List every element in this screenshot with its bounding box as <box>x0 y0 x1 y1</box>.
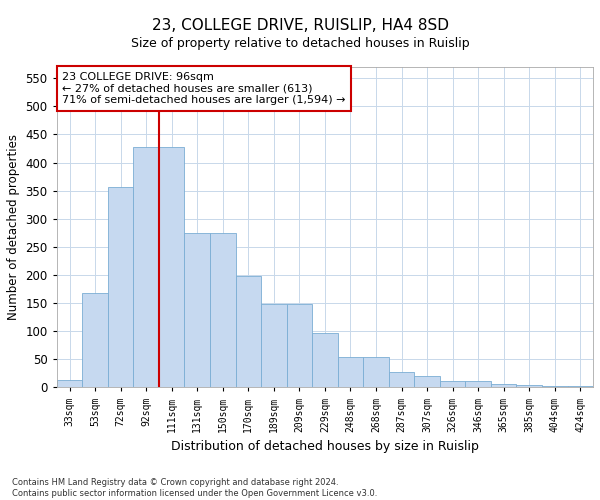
Bar <box>363 356 389 388</box>
Bar <box>440 380 466 388</box>
Bar <box>159 147 184 388</box>
Text: 23 COLLEGE DRIVE: 96sqm
← 27% of detached houses are smaller (613)
71% of semi-d: 23 COLLEGE DRIVE: 96sqm ← 27% of detache… <box>62 72 346 105</box>
Bar <box>108 186 133 388</box>
Bar <box>466 380 491 388</box>
X-axis label: Distribution of detached houses by size in Ruislip: Distribution of detached houses by size … <box>171 440 479 453</box>
Bar <box>491 384 517 388</box>
Bar <box>184 233 210 388</box>
Text: 23, COLLEGE DRIVE, RUISLIP, HA4 8SD: 23, COLLEGE DRIVE, RUISLIP, HA4 8SD <box>151 18 449 32</box>
Text: Size of property relative to detached houses in Ruislip: Size of property relative to detached ho… <box>131 38 469 51</box>
Bar <box>312 334 338 388</box>
Bar <box>133 147 159 388</box>
Bar <box>236 276 261 388</box>
Bar <box>542 386 568 388</box>
Y-axis label: Number of detached properties: Number of detached properties <box>7 134 20 320</box>
Bar <box>287 304 312 388</box>
Bar <box>568 386 593 388</box>
Bar <box>261 304 287 388</box>
Bar <box>338 356 363 388</box>
Bar <box>414 376 440 388</box>
Bar <box>389 372 414 388</box>
Bar <box>57 380 82 388</box>
Bar <box>210 233 236 388</box>
Bar <box>517 384 542 388</box>
Bar <box>82 293 108 388</box>
Text: Contains HM Land Registry data © Crown copyright and database right 2024.
Contai: Contains HM Land Registry data © Crown c… <box>12 478 377 498</box>
